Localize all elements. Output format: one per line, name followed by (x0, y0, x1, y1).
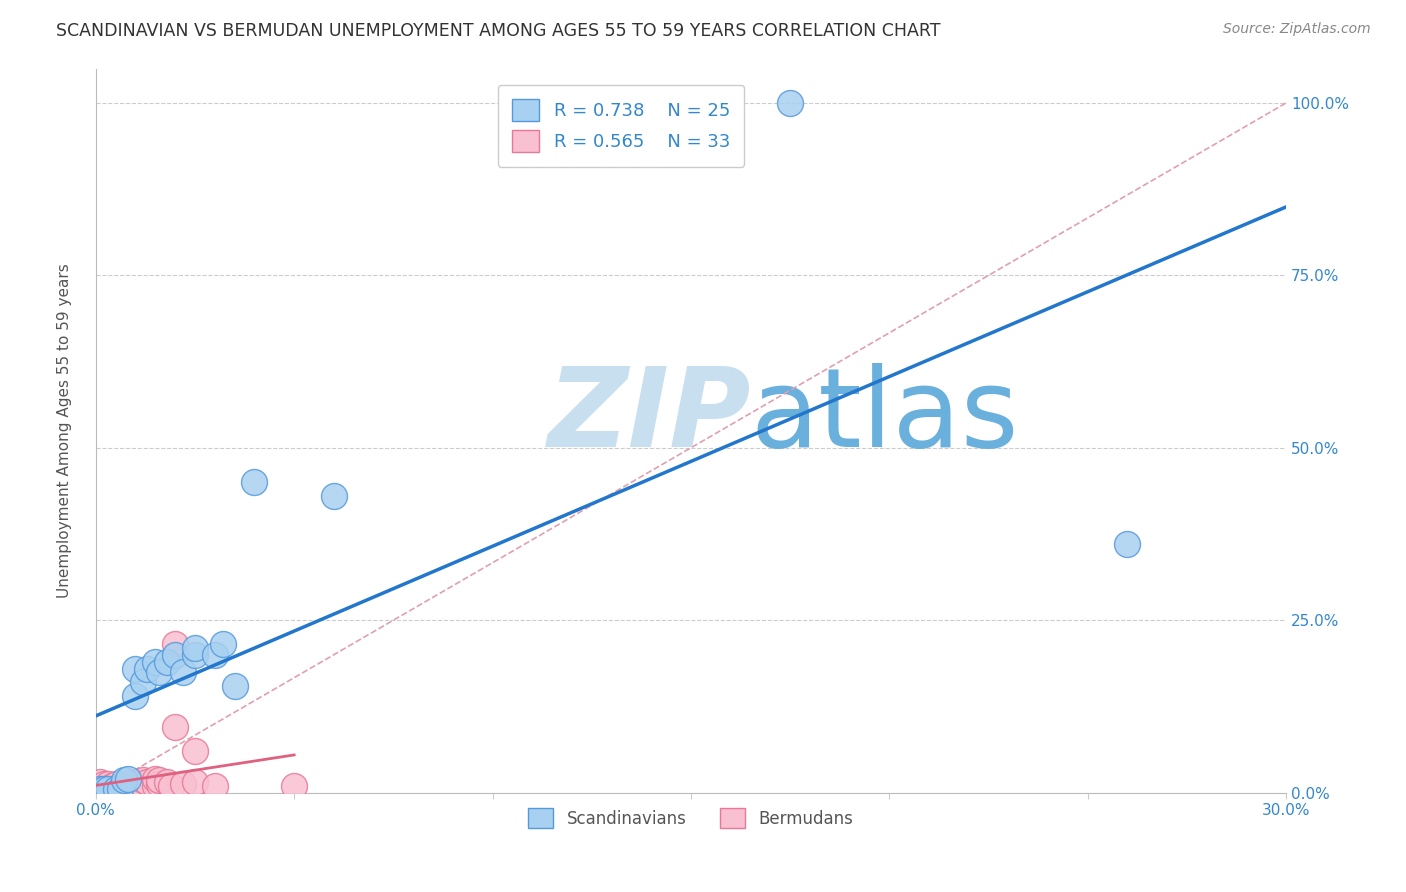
Point (117, 777, 139, 791)
Point (224, 679, 246, 693)
Point (165, 648, 187, 662)
Point (184, 640, 207, 655)
Point (132, 773, 155, 788)
Point (184, 648, 207, 662)
Point (283, 779, 305, 793)
Point (148, 773, 170, 788)
Point (108, 782, 131, 797)
Point (84, 779, 107, 793)
Point (124, 661, 146, 675)
Point (143, 772, 166, 786)
Point (143, 655, 166, 669)
Point (104, 782, 127, 797)
Point (143, 779, 166, 793)
Point (132, 779, 155, 793)
Point (136, 661, 159, 675)
Point (204, 648, 226, 662)
Legend: Scandinavians, Bermudans: Scandinavians, Bermudans (522, 801, 860, 835)
Point (211, 637, 233, 651)
Point (100, 779, 122, 793)
Point (84, 782, 107, 797)
Point (172, 777, 194, 791)
Point (184, 775, 207, 789)
Point (124, 775, 146, 789)
Point (243, 475, 266, 490)
Point (322, 489, 344, 503)
Point (89, 782, 111, 797)
Point (124, 689, 146, 703)
Point (104, 777, 127, 791)
Point (165, 637, 187, 651)
Point (204, 779, 226, 793)
Point (97, 782, 120, 797)
Point (93, 782, 115, 797)
Text: atlas: atlas (751, 363, 1019, 469)
Text: Source: ZipAtlas.com: Source: ZipAtlas.com (1223, 22, 1371, 37)
Point (148, 777, 170, 791)
Text: SCANDINAVIAN VS BERMUDAN UNEMPLOYMENT AMONG AGES 55 TO 59 YEARS CORRELATION CHAR: SCANDINAVIAN VS BERMUDAN UNEMPLOYMENT AM… (56, 22, 941, 40)
Point (117, 772, 139, 786)
Point (156, 775, 179, 789)
Point (132, 675, 155, 690)
Point (89, 782, 111, 797)
Point (172, 665, 194, 679)
Y-axis label: Unemployment Among Ages 55 to 59 years: Unemployment Among Ages 55 to 59 years (58, 263, 72, 598)
Point (121, 779, 143, 793)
Point (112, 773, 135, 788)
Point (184, 744, 207, 758)
Point (93, 777, 115, 791)
Point (89, 775, 111, 789)
Point (156, 655, 179, 669)
Point (97, 782, 120, 797)
Point (165, 720, 187, 734)
Point (1116, 537, 1139, 551)
Point (108, 779, 131, 793)
Point (93, 782, 115, 797)
Text: ZIP: ZIP (548, 363, 752, 469)
Point (136, 775, 159, 789)
Point (104, 782, 127, 797)
Point (112, 779, 135, 793)
Point (779, 95, 801, 110)
Point (148, 665, 170, 679)
Point (124, 782, 146, 797)
Point (97, 777, 120, 791)
Point (160, 779, 183, 793)
